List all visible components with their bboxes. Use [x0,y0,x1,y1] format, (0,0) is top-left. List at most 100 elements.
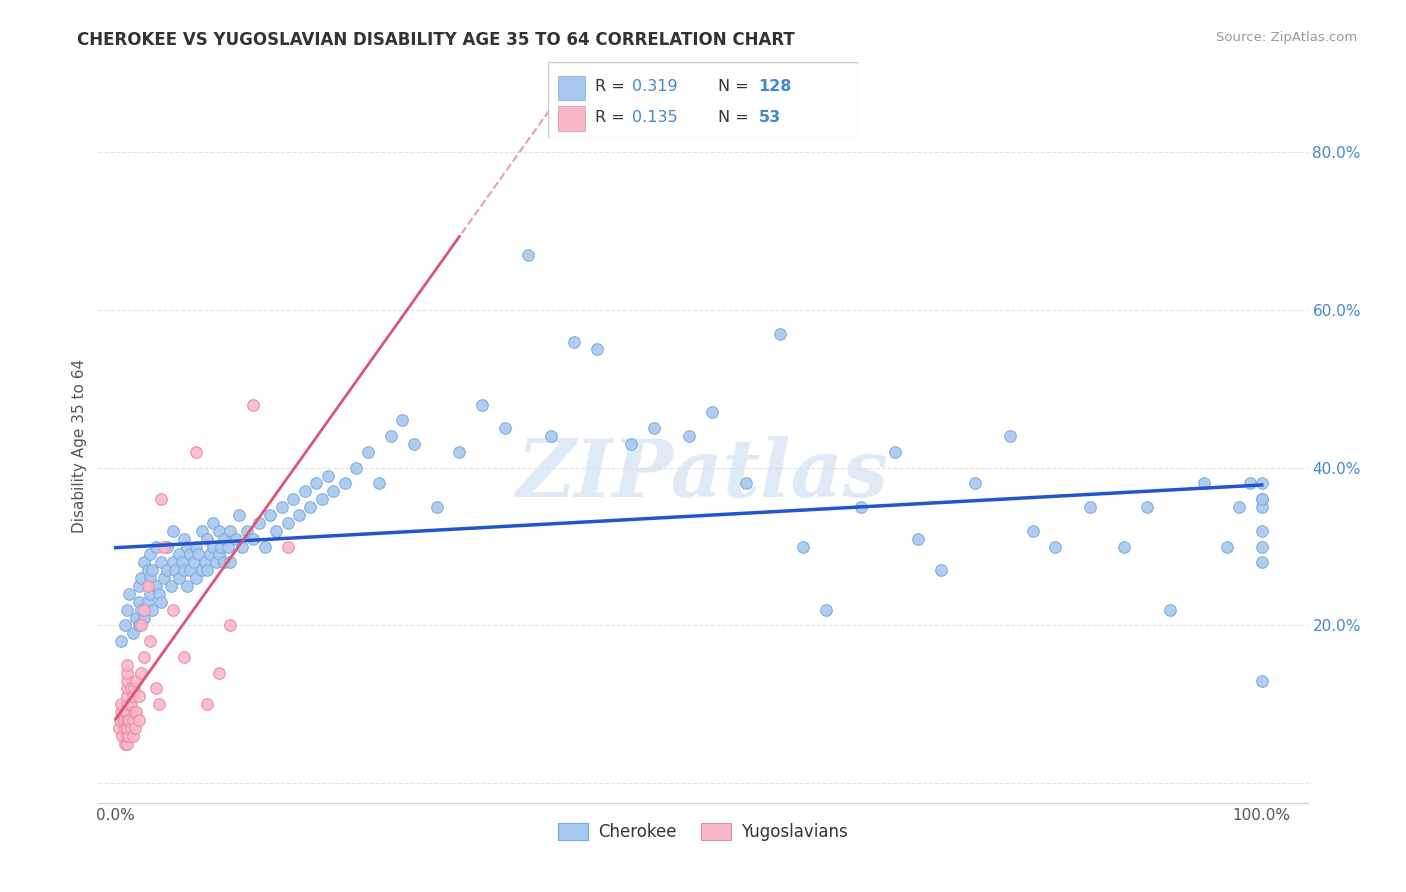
Point [134,602,156,616]
Point [115,602,138,616]
Text: Source: ZipAtlas.com: Source: ZipAtlas.com [1216,31,1357,45]
Point [111,729,134,743]
Point [134,610,156,624]
Point [120,698,142,712]
Point [125,705,148,719]
Point [184,571,207,585]
Point [643,421,665,435]
Point [145,540,167,554]
Point [1136,500,1159,515]
Point [815,602,838,616]
Point [678,429,700,443]
Point [242,532,264,546]
Point [129,602,152,616]
Point [173,563,195,577]
Point [148,698,170,712]
Text: R =: R = [595,110,630,125]
Point [195,698,218,712]
Point [128,579,150,593]
Point [173,532,195,546]
Point [122,705,145,719]
Point [1239,476,1261,491]
Point [141,602,163,616]
Point [115,690,138,704]
Point [108,721,131,735]
Point [152,540,174,554]
Point [217,540,239,554]
Point [120,681,142,696]
Point [190,563,212,577]
Text: CHEROKEE VS YUGOSLAVIAN DISABILITY AGE 35 TO 64 CORRELATION CHART: CHEROKEE VS YUGOSLAVIAN DISABILITY AGE 3… [77,31,794,49]
Point [139,571,162,585]
Point [114,737,136,751]
Point [517,248,540,262]
Point [562,334,585,349]
Point [136,595,159,609]
Point [1250,540,1272,554]
Point [136,563,159,577]
Point [247,516,270,530]
Point [1194,476,1216,491]
Text: 0.319: 0.319 [631,79,678,95]
Point [402,437,425,451]
Point [139,587,162,601]
Point [299,500,322,515]
Point [121,626,143,640]
Point [208,665,231,680]
Point [208,548,231,562]
Point [195,532,218,546]
Point [114,618,136,632]
Point [965,476,987,491]
Point [253,540,276,554]
Point [311,492,333,507]
Point [162,524,184,538]
Point [115,657,138,672]
Point [195,563,218,577]
Point [139,634,162,648]
Point [236,524,259,538]
Point [219,618,242,632]
Point [121,713,143,727]
Point [231,540,253,554]
Point [194,555,217,569]
Point [148,587,170,601]
Point [187,548,209,562]
Point [129,665,152,680]
Point [114,721,136,735]
Point [183,555,205,569]
Point [190,524,212,538]
Point [184,445,207,459]
Text: ZIPatlas: ZIPatlas [517,436,889,513]
Point [1216,540,1239,554]
Point [620,437,643,451]
Point [294,484,316,499]
Point [179,548,201,562]
Point [368,476,391,491]
Point [391,413,413,427]
Point [124,721,146,735]
Point [1021,524,1043,538]
Point [288,508,311,522]
Point [167,571,190,585]
Point [150,555,173,569]
Point [357,445,380,459]
Point [1250,476,1272,491]
Point [152,571,174,585]
Point [172,555,194,569]
Point [1078,500,1101,515]
Point [120,721,142,735]
Point [259,508,281,522]
Point [128,713,150,727]
Point [998,429,1021,443]
Point [1250,673,1272,688]
Y-axis label: Disability Age 35 to 64: Disability Age 35 to 64 [72,359,87,533]
Point [305,476,328,491]
Point [1250,555,1272,569]
Point [118,713,141,727]
Point [849,500,872,515]
Point [202,540,225,554]
Point [108,713,131,727]
Point [115,721,138,735]
Point [208,524,231,538]
Point [115,673,138,688]
